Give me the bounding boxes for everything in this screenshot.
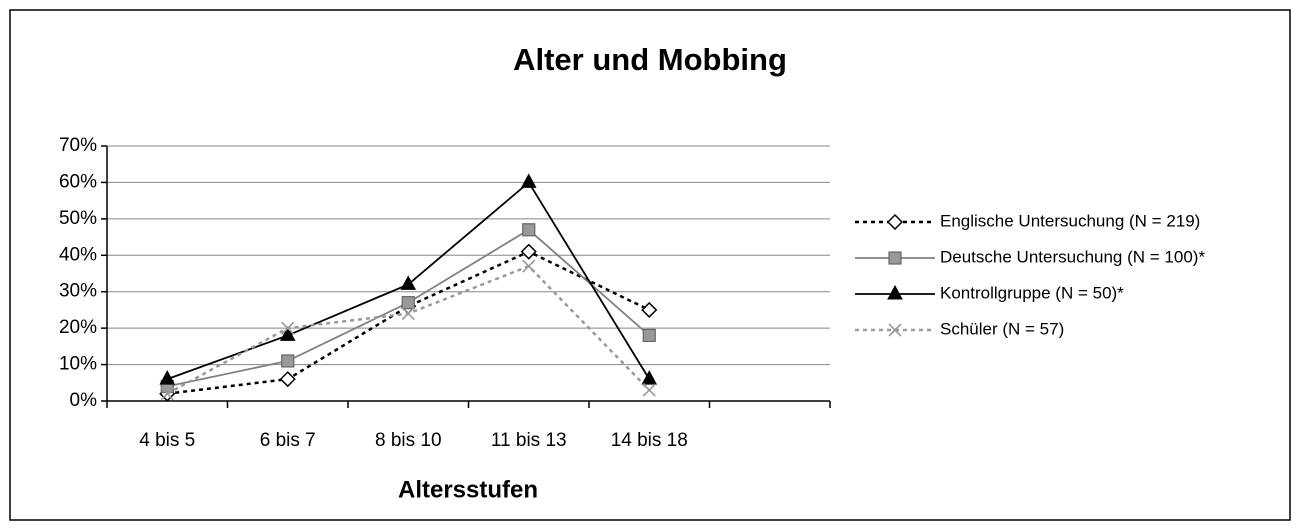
data-point: [401, 296, 415, 310]
chart-frame: [9, 9, 1291, 521]
data-point: [281, 321, 295, 335]
legend-label: Englische Untersuchung (N = 219): [940, 211, 1200, 230]
x-tick-label: 11 bis 13: [491, 430, 567, 451]
data-point: [522, 223, 536, 237]
x-tick-label: 6 bis 7: [260, 430, 316, 451]
data-point: [642, 328, 656, 343]
y-tick-label: 40%: [59, 244, 97, 265]
data-point: [159, 370, 176, 385]
legend-label: Deutsche Untersuchung (N = 100)*: [940, 247, 1205, 266]
legend-marker: [888, 323, 902, 337]
data-point: [522, 259, 536, 273]
x-axis-title: Altersstufen: [398, 476, 538, 503]
y-tick-label: 50%: [59, 208, 97, 229]
data-point: [641, 370, 658, 385]
data-point: [641, 301, 658, 318]
data-point: [160, 387, 174, 401]
y-tick-label: 0%: [70, 390, 98, 411]
data-point: [400, 275, 417, 290]
y-tick-label: 60%: [59, 171, 97, 192]
y-tick-label: 30%: [59, 281, 97, 302]
legend-label: Schüler (N = 57): [940, 319, 1064, 338]
legend-label: Kontrollgruppe (N = 50)*: [940, 283, 1124, 302]
data-point: [520, 243, 537, 260]
data-point: [281, 354, 295, 368]
data-point: [279, 326, 296, 341]
data-point: [520, 173, 537, 188]
y-tick-label: 10%: [59, 354, 97, 375]
legend-marker: [888, 251, 902, 265]
legend-marker: [886, 213, 904, 231]
legend-marker: [887, 284, 903, 300]
series-line: [167, 250, 650, 395]
x-tick-label: 14 bis 18: [611, 430, 688, 451]
data-point: [401, 307, 415, 321]
y-tick-label: 20%: [59, 317, 97, 338]
x-tick-label: 8 bis 10: [375, 430, 442, 451]
data-point: [279, 371, 296, 388]
x-tick-label: 4 bis 5: [139, 430, 195, 451]
y-tick-label: 70%: [59, 135, 97, 156]
data-point: [642, 383, 656, 397]
chart-title: Alter und Mobbing: [513, 42, 787, 77]
